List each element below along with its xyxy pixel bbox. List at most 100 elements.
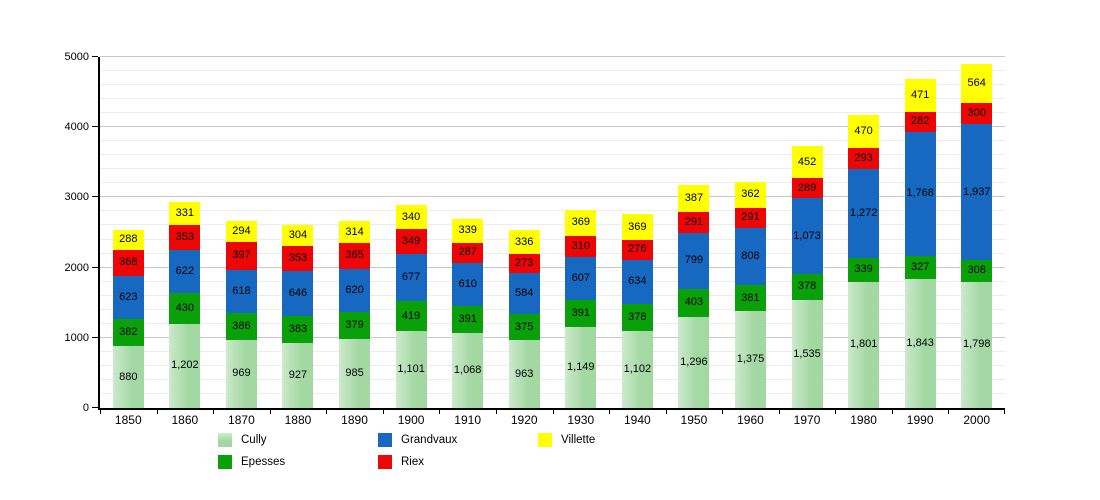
legend-item-villette: Villette bbox=[538, 433, 698, 447]
stacked-bar-1930: 1,149 391 607 310 369 bbox=[565, 57, 597, 408]
bar-segment-cully: 1,068 bbox=[452, 333, 484, 408]
bar-segment-riex: 349 bbox=[395, 229, 427, 254]
bar-segment-epesses: 327 bbox=[904, 255, 936, 279]
bar-segment-villette: 387 bbox=[678, 185, 710, 213]
segment-value-label: 634 bbox=[628, 275, 647, 288]
gridline-minor bbox=[100, 98, 1005, 100]
legend-item-cully: Cully bbox=[218, 433, 378, 447]
segment-value-label: 808 bbox=[741, 249, 760, 262]
segment-value-label: 1,073 bbox=[793, 229, 821, 242]
y-axis-tick bbox=[92, 407, 98, 408]
segment-value-label: 365 bbox=[345, 249, 364, 262]
bar-slot-1970: 1,535 378 1,073 289 452 bbox=[779, 57, 836, 408]
bar-segment-cully: 1,798 bbox=[961, 281, 993, 408]
bar-segment-villette: 314 bbox=[339, 221, 371, 244]
bar-segment-cully: 1,102 bbox=[621, 330, 653, 408]
x-axis-label: 1970 bbox=[793, 413, 821, 427]
segment-value-label: 282 bbox=[910, 115, 930, 128]
gridline-minor bbox=[100, 168, 1005, 170]
x-axis-label: 1950 bbox=[680, 413, 708, 427]
stacked-bar-1860: 1,202 430 622 353 331 bbox=[169, 57, 201, 408]
segment-value-label: 339 bbox=[458, 224, 477, 237]
bar-segment-riex: 397 bbox=[225, 241, 257, 270]
x-axis-tick bbox=[552, 410, 554, 414]
bar-segment-riex: 273 bbox=[508, 253, 540, 274]
segment-value-label: 387 bbox=[684, 192, 704, 205]
bar-segment-epesses: 381 bbox=[734, 284, 766, 312]
bar-segment-epesses: 379 bbox=[339, 312, 371, 339]
y-axis-label: 2000 bbox=[64, 261, 89, 274]
bar-segment-epesses: 383 bbox=[282, 316, 314, 343]
x-axis-label: 1890 bbox=[341, 413, 368, 427]
segment-value-label: 1,535 bbox=[793, 347, 821, 360]
x-axis-labels: 1850 1860 1870 1880 1890 1900 1910 1920 1930 1940… bbox=[100, 413, 1005, 427]
legend-item-epesses: Epesses bbox=[218, 455, 378, 469]
bar-segment-epesses: 308 bbox=[961, 260, 993, 282]
segment-value-label: 610 bbox=[458, 277, 477, 290]
segment-value-label: 1,843 bbox=[906, 336, 934, 349]
bar-segment-grandvaux: 1,073 bbox=[791, 198, 823, 274]
legend-swatch-riex bbox=[378, 455, 392, 469]
segment-value-label: 1,296 bbox=[680, 356, 708, 369]
bar-segment-grandvaux: 646 bbox=[282, 270, 314, 317]
segment-value-label: 607 bbox=[571, 272, 590, 285]
stacked-bar-1960: 1,375 381 808 291 362 bbox=[734, 57, 766, 408]
x-axis-tick bbox=[948, 410, 950, 414]
bar-segment-epesses: 382 bbox=[112, 319, 144, 347]
gridline-minor bbox=[100, 140, 1005, 142]
x-axis-label: 1960 bbox=[737, 413, 764, 427]
bar-segment-epesses: 386 bbox=[225, 312, 257, 340]
bar-segment-grandvaux: 799 bbox=[678, 232, 710, 289]
segment-value-label: 293 bbox=[854, 151, 873, 164]
segment-value-label: 391 bbox=[571, 307, 590, 320]
segment-value-label: 336 bbox=[515, 235, 534, 248]
bar-segment-epesses: 339 bbox=[848, 257, 880, 282]
bar-segment-cully: 969 bbox=[225, 339, 257, 408]
bar-segment-epesses: 391 bbox=[565, 299, 597, 328]
gridline-minor bbox=[100, 378, 1005, 380]
x-axis-tick bbox=[269, 410, 271, 414]
segment-value-label: 618 bbox=[232, 284, 251, 297]
bar-slot-1980: 1,801 339 1,272 293 470 bbox=[835, 57, 892, 408]
y-axis-tick bbox=[92, 336, 98, 338]
bar-slot-1940: 1,102 378 634 276 369 bbox=[609, 57, 666, 408]
stacked-bar-1880: 927 383 646 353 304 bbox=[282, 57, 314, 408]
bar-segment-cully: 880 bbox=[112, 346, 144, 408]
segment-value-label: 799 bbox=[684, 254, 704, 267]
y-axis-label: 0 bbox=[82, 402, 89, 414]
bar-slot-1900: 1,101 419 677 349 340 bbox=[383, 57, 440, 408]
bar-segment-grandvaux: 677 bbox=[395, 253, 427, 302]
segment-value-label: 1,101 bbox=[397, 362, 425, 375]
segment-value-label: 327 bbox=[910, 260, 930, 273]
bar-segment-cully: 1,149 bbox=[565, 327, 597, 408]
bar-segment-villette: 362 bbox=[734, 182, 766, 208]
y-axis-label: 5000 bbox=[64, 51, 89, 63]
bar-segment-cully: 963 bbox=[508, 340, 540, 408]
bar-segment-riex: 276 bbox=[621, 240, 653, 260]
segment-value-label: 880 bbox=[119, 370, 138, 383]
y-axis-label: 3000 bbox=[64, 191, 89, 204]
segment-value-label: 470 bbox=[854, 124, 873, 137]
gridline-minor bbox=[100, 392, 1005, 394]
bar-slot-1950: 1,296 403 799 291 387 bbox=[666, 57, 723, 408]
x-axis-tick bbox=[835, 410, 837, 414]
bar-segment-cully: 985 bbox=[339, 338, 371, 408]
bar-segment-riex: 353 bbox=[282, 245, 314, 271]
bar-segment-villette: 369 bbox=[621, 214, 653, 241]
bar-segment-cully: 1,101 bbox=[395, 330, 427, 408]
bar-slot-1920: 963 375 584 273 336 bbox=[496, 57, 553, 408]
segment-value-label: 382 bbox=[119, 326, 138, 339]
gridline-major bbox=[100, 266, 1005, 268]
bar-segment-villette: 294 bbox=[225, 221, 257, 242]
x-axis-label: 1920 bbox=[510, 413, 538, 427]
bar-segment-grandvaux: 1,768 bbox=[904, 131, 936, 256]
gridline-minor bbox=[100, 112, 1005, 114]
segment-value-label: 291 bbox=[741, 211, 760, 224]
x-axis-label: 1990 bbox=[906, 413, 934, 427]
bar-segment-villette: 331 bbox=[169, 201, 201, 226]
bar-slot-1860: 1,202 430 622 353 331 bbox=[157, 57, 214, 408]
segment-value-label: 1,798 bbox=[962, 338, 991, 351]
bar-segment-epesses: 378 bbox=[791, 273, 823, 301]
stacked-bar-1910: 1,068 391 610 287 339 bbox=[452, 57, 484, 408]
